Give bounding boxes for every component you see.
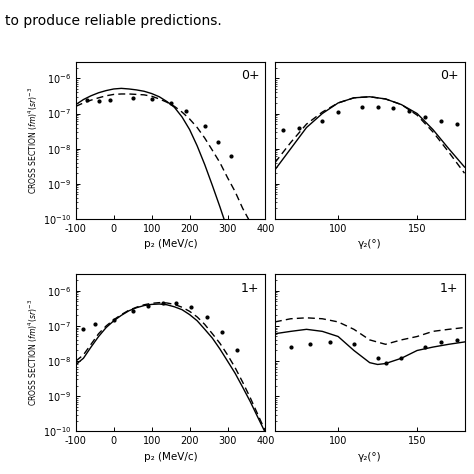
X-axis label: p₂ (MeV/c): p₂ (MeV/c) — [144, 239, 198, 249]
Y-axis label: CROSS SECTION $(fm)^4(sr)^{-3}$: CROSS SECTION $(fm)^4(sr)^{-3}$ — [27, 299, 40, 406]
X-axis label: p₂ (MeV/c): p₂ (MeV/c) — [144, 452, 198, 462]
Text: to produce reliable predictions.: to produce reliable predictions. — [5, 14, 221, 28]
X-axis label: γ₂(°): γ₂(°) — [358, 452, 382, 462]
Text: 0+: 0+ — [440, 70, 458, 82]
Text: 0+: 0+ — [241, 70, 259, 82]
Y-axis label: CROSS SECTION $(fm)^4(sr)^{-3}$: CROSS SECTION $(fm)^4(sr)^{-3}$ — [27, 87, 40, 194]
Text: 1+: 1+ — [440, 282, 458, 295]
X-axis label: γ₂(°): γ₂(°) — [358, 239, 382, 249]
Text: 1+: 1+ — [241, 282, 259, 295]
